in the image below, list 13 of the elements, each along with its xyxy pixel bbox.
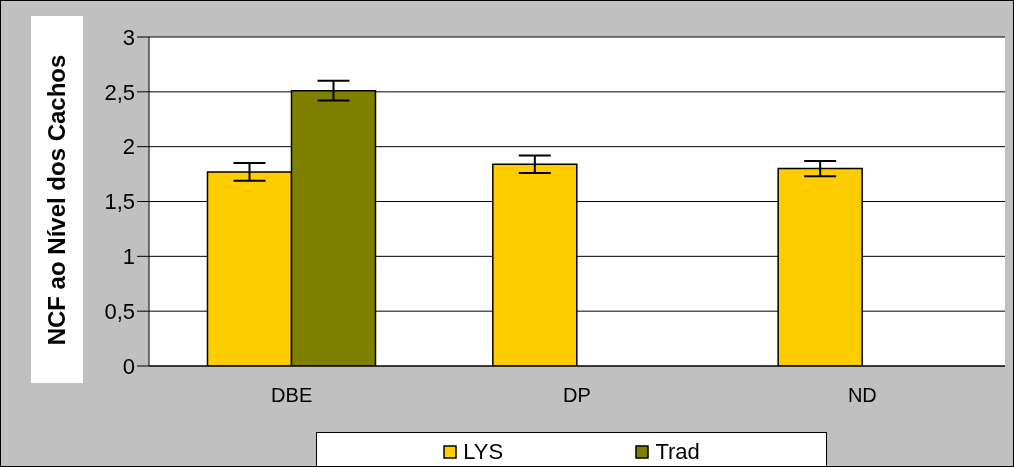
- y-tick-label: 0: [122, 353, 135, 379]
- y-tick-label: 2,5: [104, 79, 135, 105]
- x-tick-label: ND: [847, 384, 877, 407]
- y-axis-title: NCF ao Nível dos Cachos: [43, 54, 71, 345]
- y-tick-label: 3: [122, 24, 135, 50]
- x-tick-label: DP: [563, 384, 591, 407]
- legend-label: LYS: [463, 439, 504, 465]
- y-tick-label: 0,5: [104, 298, 135, 324]
- legend-label: Trad: [655, 439, 700, 465]
- x-tick-label: DBE: [271, 384, 313, 407]
- y-tick-label: 1,5: [104, 189, 135, 215]
- y-tick-label: 1: [122, 244, 135, 270]
- y-tick-label: 2: [122, 134, 135, 160]
